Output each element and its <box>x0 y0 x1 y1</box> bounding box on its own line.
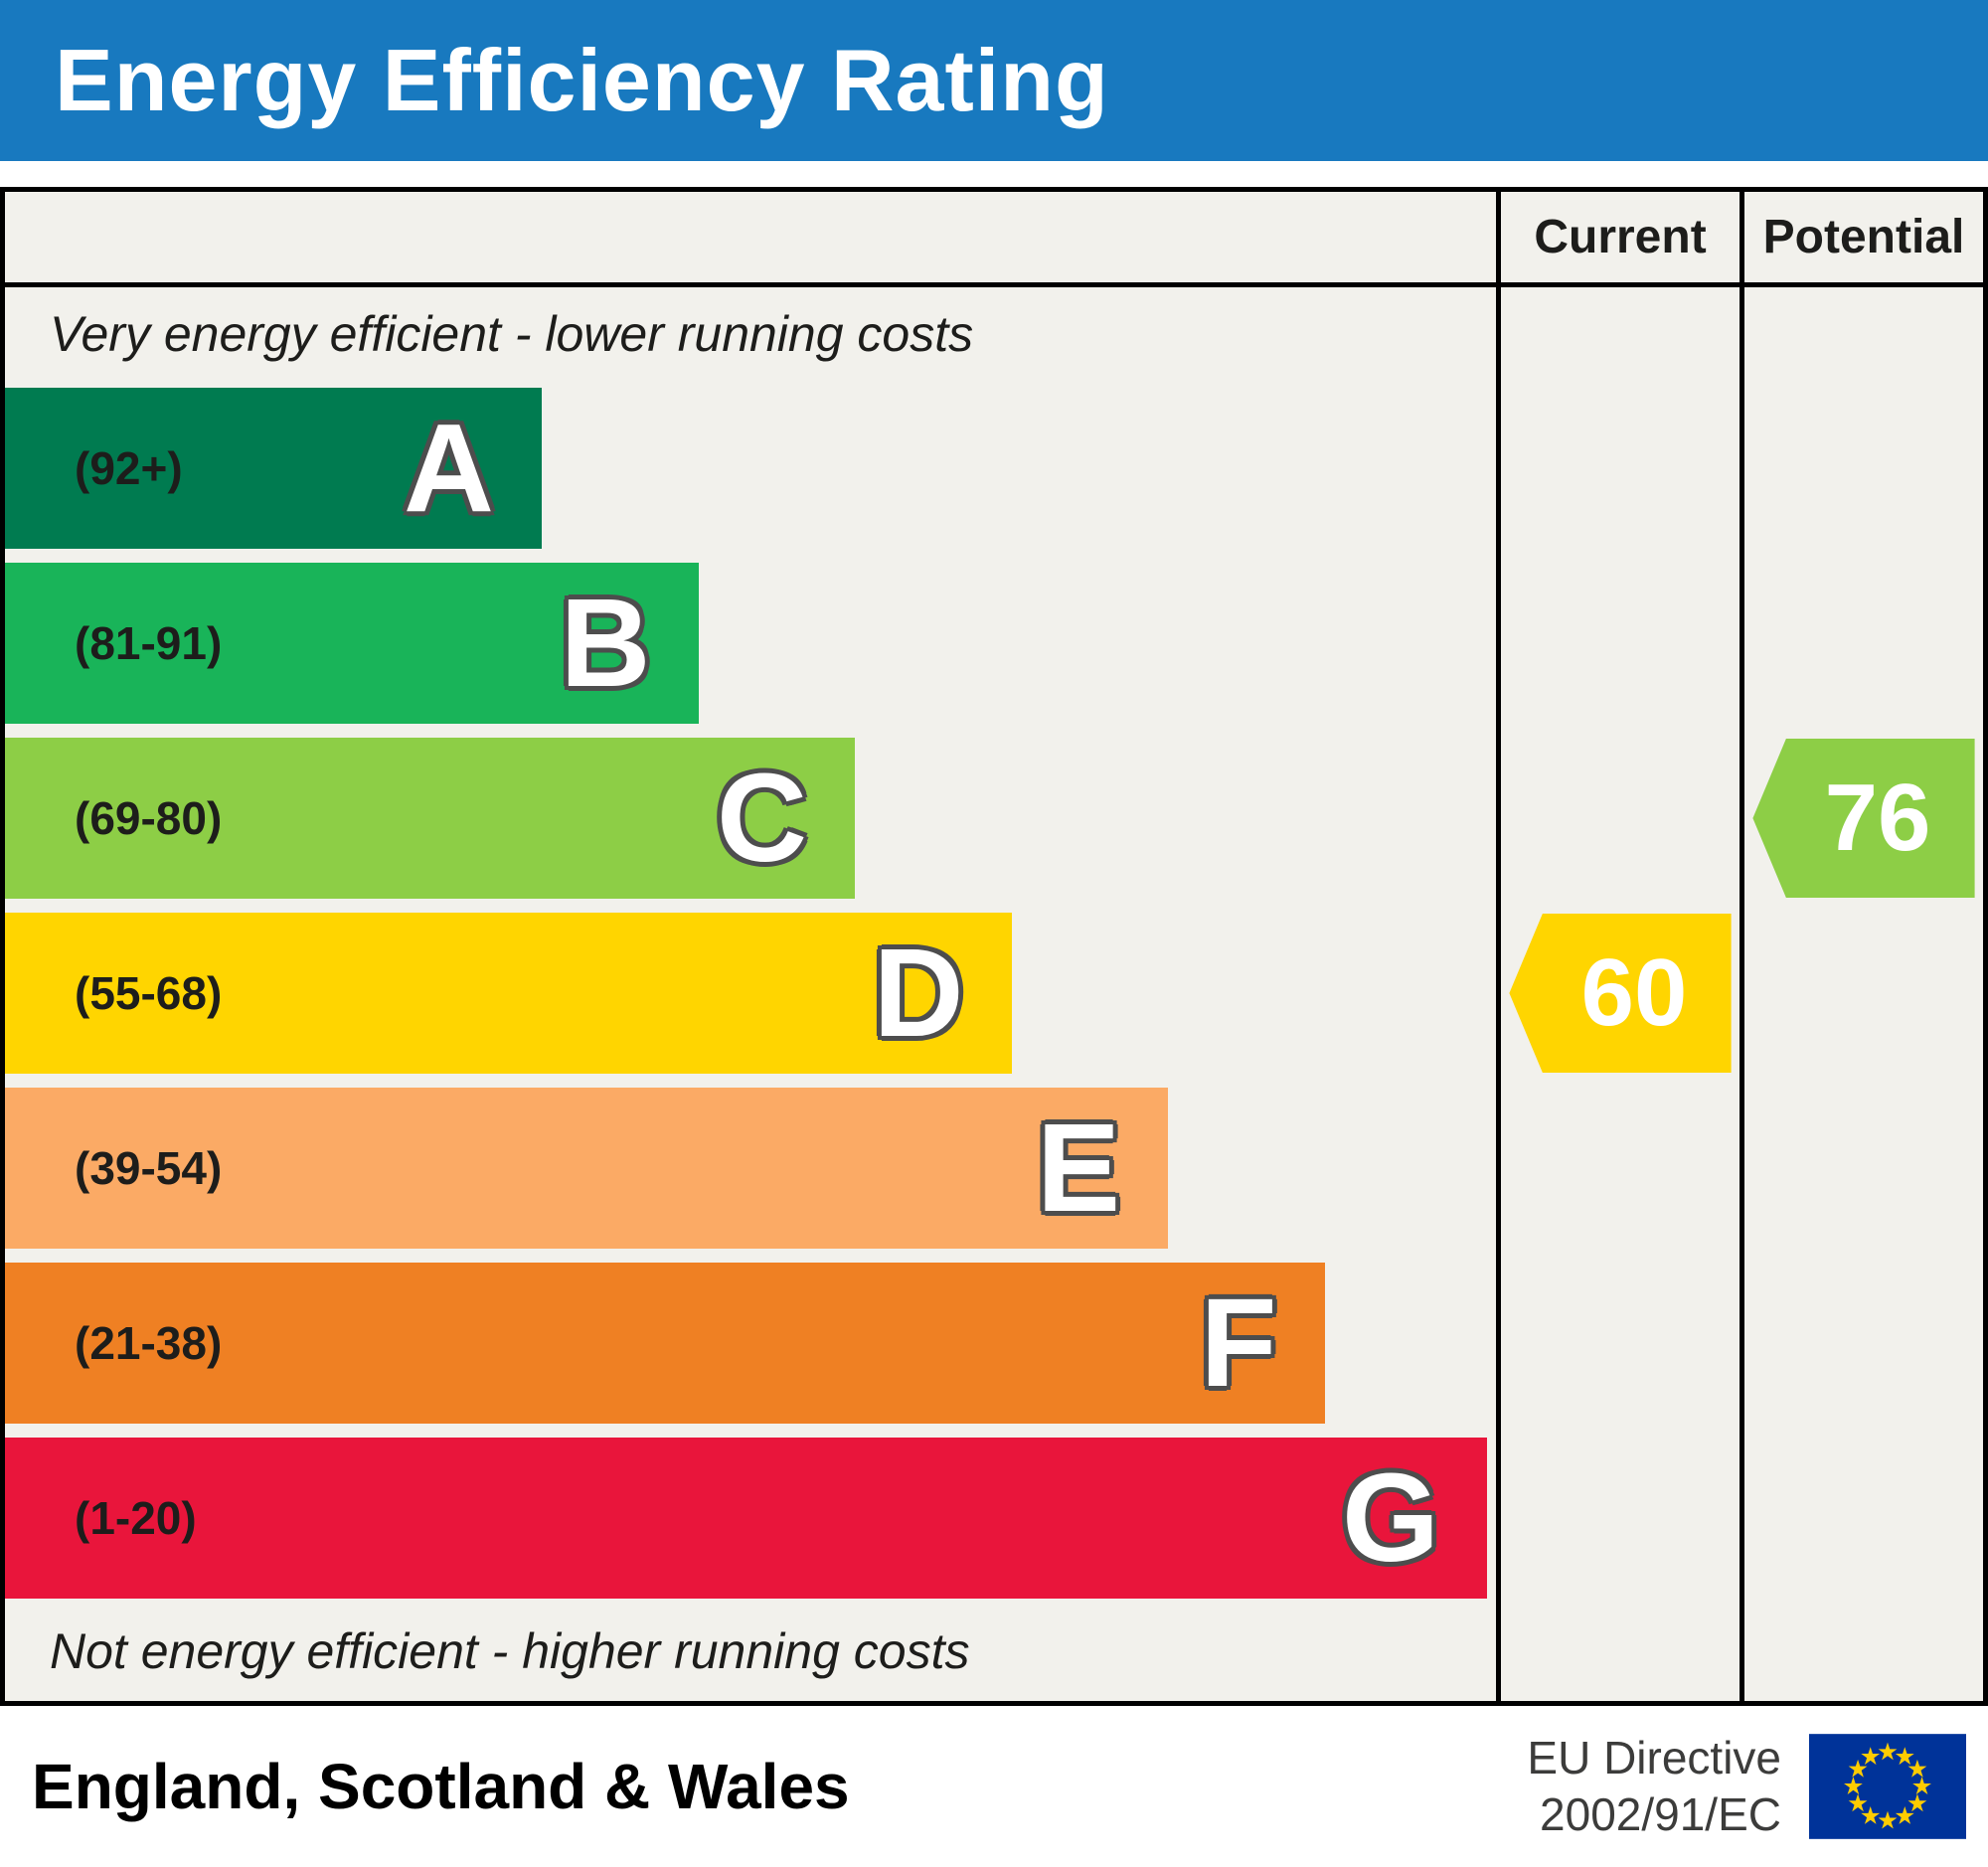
potential-column-header: Potential <box>1744 192 1983 287</box>
band-row-b: (81-91) B <box>5 556 1496 731</box>
band-row-g: (1-20) G <box>5 1431 1496 1606</box>
band-bar-g: (1-20) G <box>5 1438 1487 1599</box>
band-letter-d: D <box>873 923 964 1063</box>
current-column: Current 60 <box>1496 192 1740 1701</box>
band-bar-d: (55-68) D <box>5 913 1012 1074</box>
band-range-g: (1-20) <box>75 1492 197 1544</box>
eu-flag-icon <box>1809 1734 1966 1839</box>
current-column-body: 60 <box>1501 287 1740 1701</box>
current-rating-value: 60 <box>1580 939 1688 1046</box>
potential-column-label: Potential <box>1762 211 1965 263</box>
region-label: England, Scotland & Wales <box>32 1751 850 1822</box>
band-row-d: (55-68) D <box>5 906 1496 1081</box>
potential-column-body: 76 <box>1744 287 1983 1701</box>
bands-column-body: Very energy efficient - lower running co… <box>5 287 1496 1701</box>
potential-rating-value: 76 <box>1824 764 1931 871</box>
band-row-f: (21-38) F <box>5 1256 1496 1431</box>
band-row-a: (92+) A <box>5 381 1496 556</box>
band-bar-f: (21-38) F <box>5 1263 1325 1424</box>
band-letter-c: C <box>717 748 807 888</box>
chart-footer: England, Scotland & Wales EU Directive 2… <box>0 1706 1988 1867</box>
band-range-d: (55-68) <box>75 967 223 1019</box>
band-bar-a: (92+) A <box>5 388 542 549</box>
chart-title: Energy Efficiency Rating <box>55 31 1109 129</box>
band-bar-c: (69-80) C <box>5 738 855 899</box>
eu-directive-label: EU Directive 2002/91/EC <box>1527 1730 1781 1844</box>
rating-table: Very energy efficient - lower running co… <box>0 187 1988 1706</box>
band-letter-b: B <box>560 573 651 713</box>
current-column-label: Current <box>1534 211 1707 263</box>
bands-column: Very energy efficient - lower running co… <box>5 192 1496 1701</box>
current-rating-arrow: 60 <box>1509 914 1732 1073</box>
band-range-f: (21-38) <box>75 1317 223 1369</box>
band-range-a: (92+) <box>75 442 183 494</box>
eu-directive-line1: EU Directive <box>1527 1731 1781 1783</box>
band-range-e: (39-54) <box>75 1142 223 1194</box>
band-row-c: (69-80) C <box>5 731 1496 906</box>
band-bar-b: (81-91) B <box>5 563 699 724</box>
band-row-e: (39-54) E <box>5 1081 1496 1256</box>
chart-title-bar: Energy Efficiency Rating <box>0 0 1988 161</box>
current-column-header: Current <box>1501 192 1740 287</box>
potential-rating-arrow: 76 <box>1752 739 1975 898</box>
band-bar-e: (39-54) E <box>5 1088 1168 1249</box>
eu-directive-line2: 2002/91/EC <box>1540 1788 1781 1840</box>
band-range-c: (69-80) <box>75 792 223 844</box>
band-letter-a: A <box>404 398 494 538</box>
band-range-b: (81-91) <box>75 617 223 669</box>
top-note: Very energy efficient - lower running co… <box>50 306 974 362</box>
band-letter-f: F <box>1200 1273 1277 1413</box>
potential-column: Potential 76 <box>1740 192 1983 1701</box>
bands-column-header <box>5 192 1496 287</box>
band-letter-g: G <box>1341 1447 1439 1588</box>
band-letter-e: E <box>1036 1098 1120 1238</box>
bottom-note: Not energy efficient - higher running co… <box>50 1622 970 1679</box>
